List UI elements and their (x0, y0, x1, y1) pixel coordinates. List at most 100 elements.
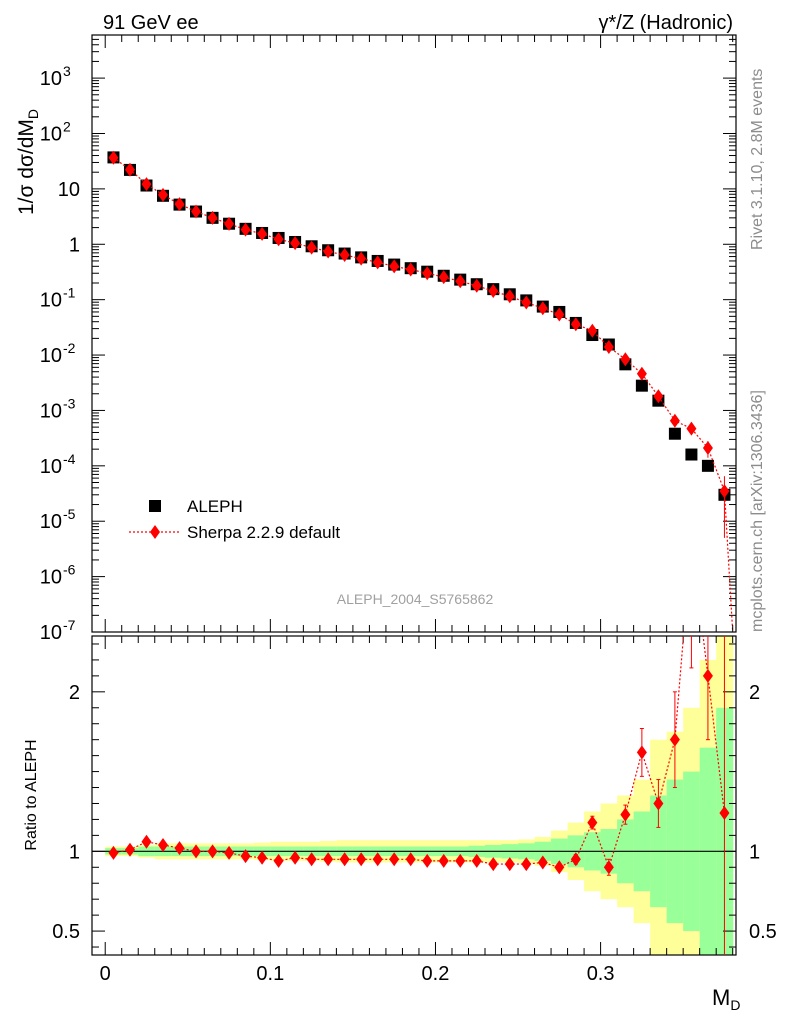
y-tick-label: 10 (40, 123, 62, 145)
sherpa-point (471, 278, 482, 293)
y-tick-label: 10 (40, 622, 62, 644)
legend-marker-sherpa (150, 525, 160, 539)
sherpa-point (669, 413, 680, 428)
x-axis-label: MD (712, 985, 740, 1013)
sherpa-line (113, 157, 734, 633)
ratio-sherpa-point (306, 852, 317, 867)
y-tick-exponent: 3 (63, 63, 71, 79)
sherpa-point (323, 244, 334, 259)
ratio-sherpa-point (422, 853, 433, 868)
ratio-sherpa-point (124, 842, 135, 857)
y-tick-exponent: -6 (63, 562, 76, 578)
ratio-frame (91, 635, 737, 956)
sherpa-point (158, 187, 169, 202)
sherpa-point (455, 274, 466, 289)
ratio-sherpa-point (570, 852, 581, 867)
sherpa-point (488, 284, 499, 299)
ratio-sherpa-point (504, 857, 515, 872)
y-tick-exponent: 2 (63, 118, 71, 134)
sherpa-point (290, 236, 301, 251)
header-right: γ*/Z (Hadronic) (599, 12, 733, 34)
legend-label-aleph: ALEPH (187, 497, 243, 516)
ratio-sherpa-point (257, 850, 268, 865)
y-tick-label: 10 (58, 179, 80, 201)
sherpa-point (554, 307, 565, 322)
sherpa-point (653, 389, 664, 404)
y-tick-label: 10 (40, 400, 62, 422)
sherpa-point (521, 295, 532, 310)
ratio-sherpa-point (669, 732, 680, 747)
ratio-sherpa-point (455, 853, 466, 868)
ratio-sherpa-point (389, 852, 400, 867)
legend: ALEPH Sherpa 2.2.9 default (129, 497, 340, 542)
sherpa-point (570, 317, 581, 332)
sherpa-point (603, 339, 614, 354)
ratio-y-tick-label: 1 (69, 841, 80, 863)
y-tick-exponent: -3 (63, 395, 76, 411)
aleph-point (685, 448, 698, 461)
sherpa-point (257, 226, 268, 241)
ratio-sherpa-point (405, 852, 416, 867)
sherpa-point (587, 323, 598, 338)
y-tick-label: 10 (40, 511, 62, 533)
ratio-sherpa-point (372, 852, 383, 867)
y-tick-exponent: -5 (63, 506, 76, 522)
ratio-bands (105, 636, 734, 955)
ratio-y-tick-label: 1 (749, 841, 760, 863)
y-tick-exponent: -2 (63, 340, 76, 356)
analysis-watermark: ALEPH_2004_S5765862 (337, 591, 494, 607)
mcplots-label: mcplots.cern.ch [arXiv:1306.3436] (749, 390, 766, 632)
sherpa-point (504, 289, 515, 304)
main-frame (91, 34, 737, 633)
sherpa-point (636, 366, 647, 381)
ratio-sherpa-point (488, 857, 499, 872)
y-tick-label: 10 (40, 68, 62, 90)
rivet-label: Rivet 3.1.10, 2.8M events (749, 69, 766, 250)
ratio-y-tick-label: 2 (69, 682, 80, 704)
x-tick-label: 0.2 (422, 963, 450, 985)
ratio-sherpa-point (339, 852, 350, 867)
ratio-y-ticks: 0.5 0.5 1 1 2 2 (52, 643, 777, 948)
ratio-sherpa-point (620, 807, 631, 822)
sherpa-point (224, 216, 235, 231)
ratio-y-axis-label: Ratio to ALEPH (23, 739, 40, 850)
sherpa-point (438, 270, 449, 285)
y-tick-label: 10 (40, 456, 62, 478)
ratio-sherpa-point (323, 852, 334, 867)
ratio-y-tick-label: 0.5 (52, 921, 80, 943)
ratio-y-tick-label: 0.5 (749, 921, 777, 943)
y-tick-exponent: -4 (63, 451, 76, 467)
aleph-point (635, 379, 648, 392)
sherpa-point (405, 262, 416, 277)
x-tick-label: 0.1 (256, 963, 284, 985)
sherpa-point (339, 248, 350, 263)
y-tick-label: 10 (40, 567, 62, 589)
y-tick-exponent: -7 (63, 617, 76, 633)
y-tick-label: 10 (40, 290, 62, 312)
y-tick-label: 10 (40, 345, 62, 367)
main-y-axis-label-sub: D (25, 109, 41, 119)
sherpa-point (422, 266, 433, 281)
sherpa-point (719, 484, 730, 499)
ratio-sherpa-point (224, 845, 235, 860)
sherpa-point (356, 251, 367, 266)
ratio-sherpa-point (438, 853, 449, 868)
sherpa-point (389, 259, 400, 274)
aleph-point (701, 459, 714, 472)
ratio-sherpa-point (719, 806, 730, 821)
ratio-sherpa-point (587, 815, 598, 830)
sherpa-point (273, 232, 284, 247)
x-tick-label: 0.3 (587, 963, 615, 985)
sherpa-series (108, 150, 734, 633)
sherpa-point (537, 301, 548, 316)
ratio-sherpa-point (521, 857, 532, 872)
x-tick-label: 0 (100, 963, 111, 985)
sherpa-point (191, 204, 202, 219)
ratio-sherpa-point (636, 745, 647, 760)
ratio-sherpa-point (554, 860, 565, 875)
ratio-sherpa-point (174, 841, 185, 856)
aleph-points (107, 151, 731, 501)
ratio-sherpa-point (537, 855, 548, 870)
